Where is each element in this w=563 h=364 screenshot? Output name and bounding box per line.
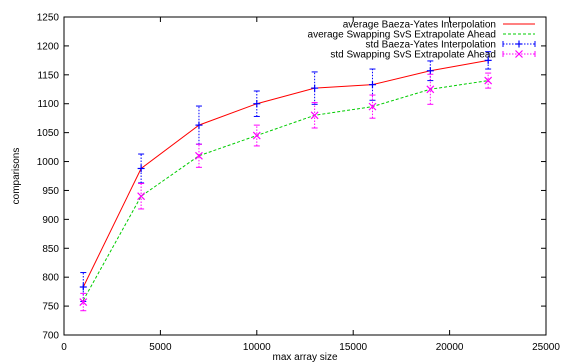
y-tick-label-10: 1200 (37, 41, 60, 52)
point-3-6 (426, 85, 435, 94)
y-tick-label-3: 850 (42, 244, 59, 255)
errorbar-3-0 (80, 292, 87, 312)
y-tick-label-9: 1150 (37, 70, 59, 81)
series-line-0 (82, 59, 489, 288)
errorbar-2-7 (485, 51, 492, 70)
point-3-1 (137, 192, 146, 201)
x-tick-label-5: 25000 (532, 342, 560, 353)
x-tick-label-3: 15000 (339, 342, 367, 353)
series-2 (79, 51, 492, 302)
x-tick-label-1: 5000 (149, 342, 172, 353)
errorbar-2-1 (138, 153, 145, 184)
legend-marker-3 (515, 50, 523, 58)
y-tick-label-8: 1100 (37, 99, 59, 110)
point-2-4 (311, 84, 319, 92)
point-2-7 (484, 56, 492, 64)
legend-label-1: average Swapping SvS Extrapolate Ahead (308, 30, 496, 41)
y-tick-label-7: 1050 (37, 128, 60, 139)
series-line-1 (82, 80, 489, 301)
errorbar-3-7 (485, 72, 492, 89)
legend-swatch-3 (502, 50, 536, 58)
y-tick-label-4: 900 (42, 215, 59, 226)
y-tick-label-0: 700 (42, 331, 59, 342)
point-2-2 (195, 121, 203, 129)
point-3-3 (252, 131, 261, 140)
y-tick-label-6: 1000 (37, 157, 60, 168)
x-tick-label-4: 20000 (436, 342, 464, 353)
errorbar-3-2 (195, 143, 202, 168)
point-3-5 (368, 102, 377, 111)
errorbar-3-5 (369, 94, 376, 119)
x-tick-label-0: 0 (61, 342, 67, 353)
x-tick-label-2: 10000 (243, 342, 271, 353)
plot-frame (63, 16, 547, 336)
y-tick-label-2: 800 (42, 273, 59, 284)
series-3 (79, 72, 493, 312)
point-2-5 (368, 81, 376, 89)
x-axis-label: max array size (272, 352, 337, 363)
series-0 (82, 59, 489, 288)
y-axis-label: comparisons (11, 148, 22, 205)
y-tick-label-1: 750 (42, 302, 59, 313)
series-1 (82, 80, 489, 301)
point-2-3 (253, 100, 261, 108)
legend-label-3: std Swapping SvS Extrapolate Ahead (330, 50, 496, 61)
legend-marker-2 (515, 40, 523, 48)
y-tick-label-11: 1250 (37, 13, 60, 24)
point-3-2 (195, 151, 203, 160)
point-2-6 (426, 67, 434, 75)
point-3-7 (484, 76, 493, 85)
legend-swatch-2 (502, 40, 536, 48)
legend-label-0: average Baeza-Yates Interpolation (343, 20, 496, 31)
legend-label-2: std Baeza-Yates Interpolation (366, 40, 496, 51)
y-tick-label-5: 950 (42, 186, 59, 197)
point-3-0 (79, 298, 88, 306)
point-2-0 (79, 283, 87, 291)
point-3-4 (310, 111, 319, 120)
point-2-1 (137, 164, 145, 172)
